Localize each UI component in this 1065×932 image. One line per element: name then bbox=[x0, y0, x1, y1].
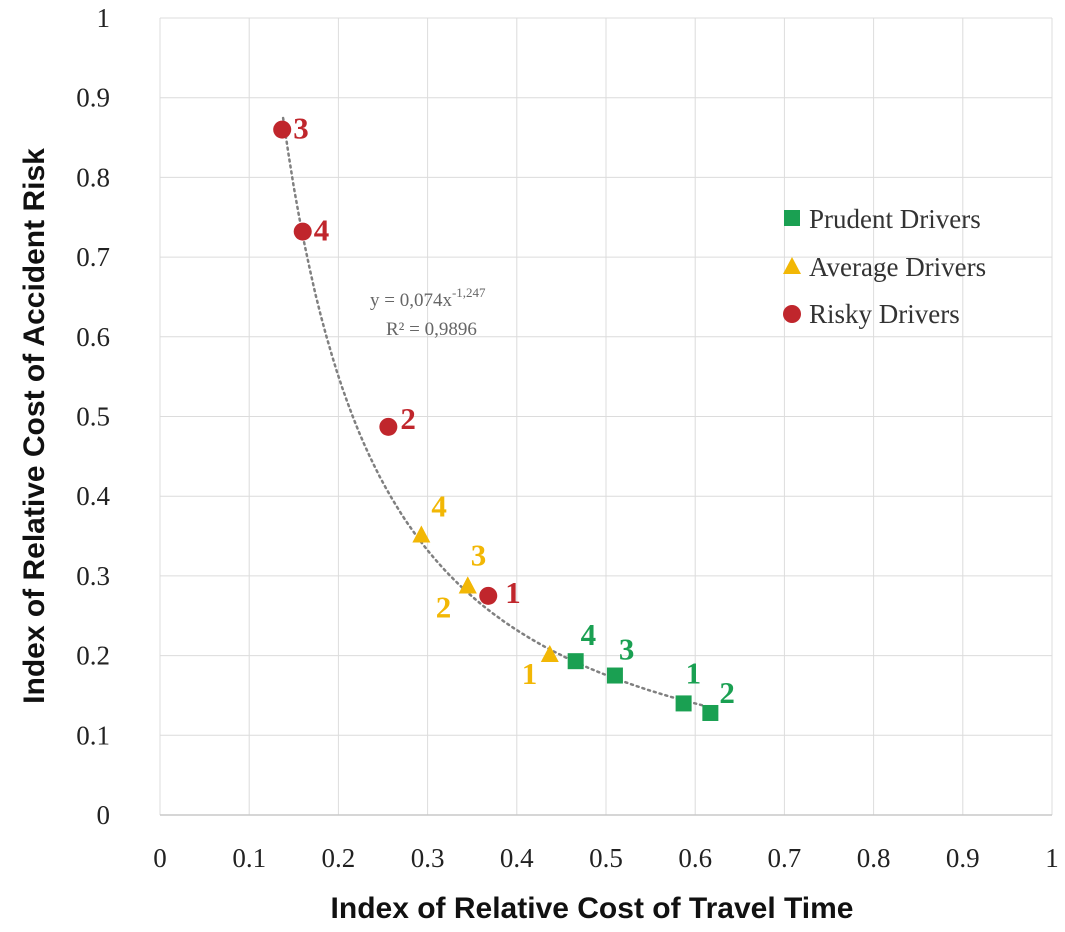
risky-point bbox=[479, 586, 498, 605]
point-label: 4 bbox=[314, 213, 330, 248]
point-label: 3 bbox=[293, 111, 309, 146]
y-tick-label: 0.7 bbox=[76, 242, 110, 272]
y-tick-label: 0 bbox=[97, 800, 111, 830]
y-tick-label: 0.3 bbox=[76, 561, 110, 591]
risky-point bbox=[293, 222, 312, 241]
point-label: 2 bbox=[436, 589, 452, 624]
point-label: 1 bbox=[522, 656, 538, 691]
y-tick-label: 1 bbox=[97, 3, 111, 33]
legend-marker-prudent bbox=[784, 210, 800, 226]
legend-label-risky: Risky Drivers bbox=[809, 299, 960, 329]
point-label: 2 bbox=[400, 401, 416, 436]
x-tick-label: 0.1 bbox=[232, 843, 266, 873]
prudent-point bbox=[675, 695, 692, 712]
y-axis-ticks: 0 0.1 0.2 0.3 0.4 0.5 0.6 0.7 0.8 0.9 1 bbox=[76, 3, 110, 830]
x-tick-label: 0.7 bbox=[768, 843, 802, 873]
risky-point bbox=[273, 120, 292, 139]
grid bbox=[159, 17, 1053, 816]
prudent-point bbox=[606, 667, 623, 684]
y-tick-label: 0.9 bbox=[76, 83, 110, 113]
legend: Prudent Drivers Average Drivers Risky Dr… bbox=[783, 204, 986, 329]
trendline-r-squared: R² = 0,9896 bbox=[386, 319, 477, 340]
average-point bbox=[540, 645, 559, 663]
x-tick-label: 0.3 bbox=[411, 843, 445, 873]
point-label: 3 bbox=[471, 537, 487, 572]
risky-point bbox=[379, 417, 398, 436]
point-label: 1 bbox=[505, 575, 520, 610]
legend-marker-average bbox=[783, 257, 801, 274]
prudent-point bbox=[567, 653, 584, 670]
y-tick-label: 0.2 bbox=[76, 641, 110, 671]
trendline-equation: y = 0,074x-1,247 bbox=[370, 285, 486, 311]
y-tick-label: 0.5 bbox=[76, 402, 110, 432]
average-point bbox=[458, 576, 477, 594]
x-tick-label: 0.6 bbox=[678, 843, 712, 873]
y-tick-label: 0.1 bbox=[76, 720, 110, 750]
x-tick-label: 0.2 bbox=[322, 843, 356, 873]
x-tick-label: 0.5 bbox=[589, 843, 623, 873]
legend-label-average: Average Drivers bbox=[809, 252, 986, 282]
y-tick-label: 0.6 bbox=[76, 322, 110, 352]
x-tick-label: 0.4 bbox=[500, 843, 534, 873]
trendline bbox=[281, 116, 715, 710]
x-tick-label: 1 bbox=[1045, 843, 1059, 873]
average-point bbox=[412, 525, 431, 543]
legend-label-prudent: Prudent Drivers bbox=[809, 204, 981, 234]
y-tick-label: 0.8 bbox=[76, 162, 110, 192]
point-label: 4 bbox=[431, 488, 447, 523]
x-tick-label: 0.9 bbox=[946, 843, 980, 873]
data-points bbox=[273, 120, 719, 721]
y-tick-label: 0.4 bbox=[76, 481, 110, 511]
trendline-exponent: -1,247 bbox=[452, 285, 486, 300]
legend-marker-risky bbox=[783, 305, 801, 323]
y-axis-title: Index of Relative Cost of Accident Risk bbox=[18, 148, 51, 704]
x-axis-ticks: 0 0.1 0.2 0.3 0.4 0.5 0.6 0.7 0.8 0.9 1 bbox=[153, 843, 1059, 873]
x-axis-title: Index of Relative Cost of Travel Time bbox=[331, 892, 854, 925]
x-tick-label: 0.8 bbox=[857, 843, 891, 873]
prudent-point bbox=[702, 704, 719, 721]
point-label: 1 bbox=[686, 655, 702, 690]
point-label: 2 bbox=[719, 675, 735, 710]
x-tick-label: 0 bbox=[153, 843, 167, 873]
point-label: 3 bbox=[619, 632, 635, 667]
point-label: 4 bbox=[581, 617, 597, 652]
